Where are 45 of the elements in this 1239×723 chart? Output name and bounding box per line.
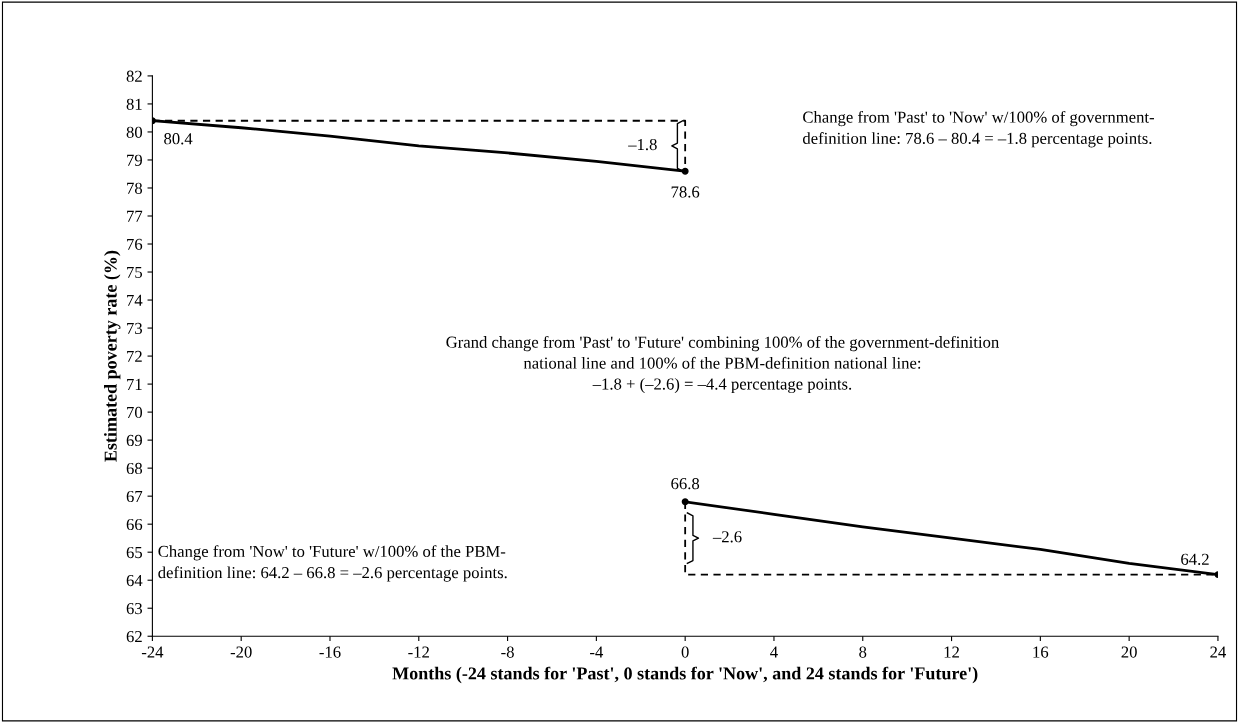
x-tick-label: 12: [944, 646, 959, 658]
y-tick-label: 67: [126, 490, 143, 503]
y-tick-label: 65: [126, 546, 143, 559]
y-tick-label: 78: [127, 182, 143, 194]
annotation: Grand change from 'Past' to 'Future' combining 100% of the government-definition national line and 100% of the PBM-definition national line: –1.8 + (–2.6) = –4.4 percentage points.: [446, 335, 999, 394]
x-tick-label: -20: [230, 646, 252, 658]
y-tick-label: 66: [126, 518, 143, 531]
y-tick-label: 68: [126, 462, 143, 475]
x-tick-label: 4: [770, 646, 778, 658]
y-tick-label: 82: [126, 70, 142, 82]
y-tick-label: 76: [127, 238, 143, 250]
x-tick-label: 8: [859, 646, 867, 658]
x-tick-label: -4: [590, 646, 604, 658]
y-tick-label: 80: [126, 126, 143, 138]
annotation: 66.8: [671, 478, 700, 490]
x-tick-label: 20: [1121, 646, 1137, 658]
y-tick-label: 64: [126, 574, 143, 587]
y-tick-label: 71: [127, 378, 142, 390]
annotation: –2.6: [712, 531, 742, 543]
y-tick-label: 75: [127, 266, 143, 278]
y-axis-title: Estimated poverty rate (%): [104, 250, 121, 462]
annotation: 80.4: [164, 133, 193, 145]
y-tick-label: 79: [127, 154, 142, 166]
annotation: 78.6: [671, 186, 700, 198]
x-tick-label: 16: [1033, 646, 1049, 658]
y-tick-label: 73: [127, 322, 143, 335]
x-axis-title: Months (-24 stands for 'Past', 0 stands for 'Now', and 24 stands for 'Future'): [392, 666, 978, 684]
annotation: Change from 'Past' to 'Now' w/100% of government- definition line: 78.6 – 80.4 = –1.8 percentage points.: [802, 110, 1154, 148]
x-tick-label: -16: [319, 646, 341, 658]
x-tick-label: 0: [681, 646, 689, 658]
annotation: –1.8: [628, 138, 657, 151]
y-tick-label: 63: [126, 602, 143, 615]
y-tick-label: 72: [127, 350, 142, 362]
y-tick-label: 81: [126, 98, 142, 110]
annotation: Change from 'Now' to 'Future' w/100% of the PBM- definition line: 64.2 – 66.8 = –2.6 percentage points.: [158, 545, 507, 582]
x-tick-label: 24: [1210, 646, 1227, 658]
y-tick-label: 62: [126, 630, 142, 643]
y-tick-label: 74: [127, 294, 143, 306]
y-tick-label: 69: [126, 434, 142, 447]
x-tick-label: -8: [501, 646, 514, 658]
annotation: 64.2: [1181, 553, 1209, 565]
y-tick-label: 70: [127, 406, 143, 419]
x-tick-label: -24: [141, 646, 164, 658]
x-tick-label: -12: [408, 646, 429, 658]
y-tick-label: 77: [127, 210, 143, 222]
